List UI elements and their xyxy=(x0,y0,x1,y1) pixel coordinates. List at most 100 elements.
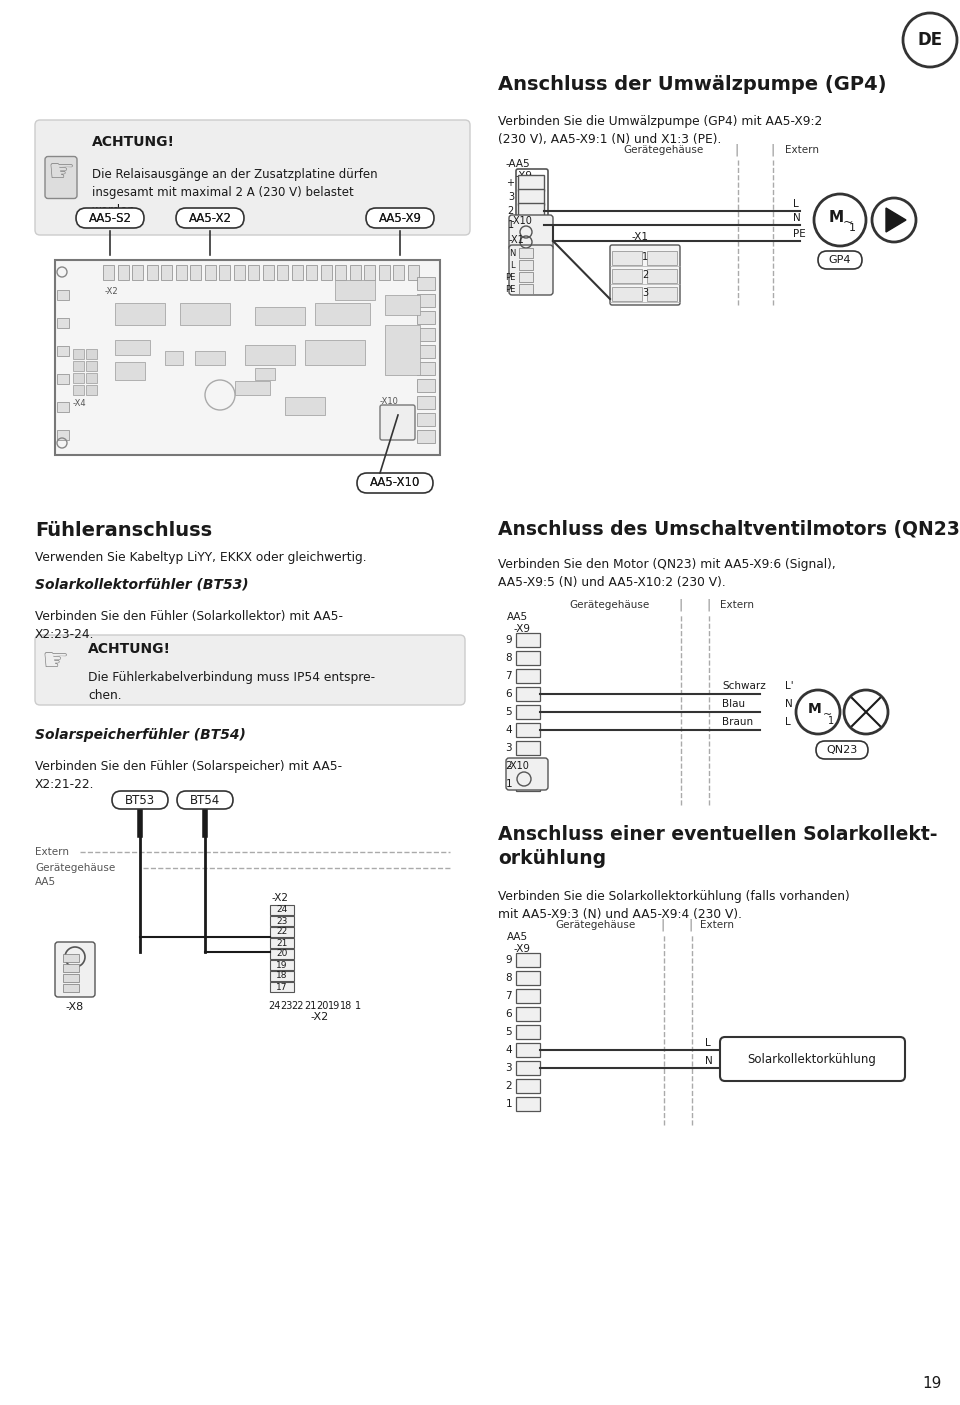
FancyBboxPatch shape xyxy=(35,635,465,705)
Bar xyxy=(516,1043,540,1057)
Bar xyxy=(612,287,642,301)
Text: Blau: Blau xyxy=(722,700,745,710)
Text: AA5: AA5 xyxy=(35,877,56,887)
Bar xyxy=(115,303,165,325)
Text: AA5-X9: AA5-X9 xyxy=(378,212,421,225)
Text: Extern: Extern xyxy=(720,600,754,610)
FancyBboxPatch shape xyxy=(818,251,862,268)
Bar xyxy=(516,759,540,773)
Bar xyxy=(117,266,129,280)
Text: AA5: AA5 xyxy=(507,932,528,941)
Bar xyxy=(612,251,642,266)
Text: Verbinden Sie die Solarkollektorkühlung (falls vorhanden)
mit AA5-X9:3 (N) und A: Verbinden Sie die Solarkollektorkühlung … xyxy=(498,889,850,922)
Text: L': L' xyxy=(785,681,794,691)
Text: 21: 21 xyxy=(303,1000,316,1012)
FancyBboxPatch shape xyxy=(55,941,95,998)
Text: 9: 9 xyxy=(505,635,512,645)
Bar xyxy=(270,971,294,981)
Bar xyxy=(306,266,317,280)
Bar xyxy=(103,266,114,280)
Bar xyxy=(417,346,435,358)
Bar xyxy=(516,971,540,985)
Text: 1: 1 xyxy=(505,778,512,790)
Text: -X8: -X8 xyxy=(66,1002,84,1012)
Bar xyxy=(519,249,533,259)
Bar xyxy=(516,1079,540,1093)
Text: Solarkollektorkühlung: Solarkollektorkühlung xyxy=(748,1052,876,1065)
Text: 1: 1 xyxy=(505,1099,512,1109)
Text: AA5-S2: AA5-S2 xyxy=(88,212,132,225)
Text: 18: 18 xyxy=(276,971,288,981)
Bar xyxy=(270,905,294,915)
Text: AA5-X2: AA5-X2 xyxy=(188,212,231,225)
Text: Fühleranschluss: Fühleranschluss xyxy=(35,520,212,540)
Bar xyxy=(516,1061,540,1075)
Text: 5: 5 xyxy=(505,1027,512,1037)
Text: AA5-S2: AA5-S2 xyxy=(88,212,132,225)
Bar xyxy=(270,927,294,937)
Text: PE: PE xyxy=(793,229,805,239)
Text: Schwarz: Schwarz xyxy=(722,681,766,691)
Text: PE: PE xyxy=(505,273,515,281)
Text: 23: 23 xyxy=(276,916,288,926)
Text: 18: 18 xyxy=(340,1000,352,1012)
Bar xyxy=(305,340,365,365)
Bar xyxy=(516,705,540,719)
Text: -X1: -X1 xyxy=(509,235,525,244)
Bar xyxy=(245,346,295,365)
Text: Verbinden Sie die Umwälzpumpe (GP4) mit AA5-X9:2
(230 V), AA5-X9:1 (N) und X1:3 : Verbinden Sie die Umwälzpumpe (GP4) mit … xyxy=(498,115,823,146)
Text: ACHTUNG!: ACHTUNG! xyxy=(88,642,171,656)
Text: -AA5: -AA5 xyxy=(505,159,530,169)
Bar xyxy=(57,289,69,301)
Text: N: N xyxy=(785,700,793,710)
Polygon shape xyxy=(886,208,906,232)
Text: AA5-X2: AA5-X2 xyxy=(188,212,231,225)
Text: 23: 23 xyxy=(279,1000,292,1012)
FancyBboxPatch shape xyxy=(112,791,168,809)
Bar xyxy=(180,303,230,325)
Bar xyxy=(518,190,544,205)
Text: 1: 1 xyxy=(849,223,855,233)
Text: ~: ~ xyxy=(843,215,853,229)
Bar xyxy=(519,284,533,294)
Bar xyxy=(516,651,540,665)
Bar xyxy=(647,287,677,301)
FancyBboxPatch shape xyxy=(177,791,233,809)
Text: ☞: ☞ xyxy=(47,157,75,187)
Bar xyxy=(86,385,97,395)
Bar xyxy=(647,268,677,282)
Text: -X2: -X2 xyxy=(105,288,119,296)
Bar xyxy=(519,273,533,282)
Text: L: L xyxy=(793,200,799,209)
Bar xyxy=(161,266,172,280)
Bar xyxy=(63,954,79,962)
Bar xyxy=(417,294,435,308)
Text: 9: 9 xyxy=(505,955,512,965)
FancyBboxPatch shape xyxy=(176,208,244,228)
Text: 19: 19 xyxy=(923,1375,942,1391)
Bar xyxy=(349,266,361,280)
Bar xyxy=(73,361,84,371)
Bar xyxy=(270,916,294,926)
Bar xyxy=(516,724,540,738)
Bar xyxy=(176,266,186,280)
Bar xyxy=(248,266,259,280)
Text: N: N xyxy=(509,249,515,257)
Text: 2: 2 xyxy=(505,1080,512,1092)
Bar xyxy=(364,266,375,280)
Text: QN23: QN23 xyxy=(827,745,857,754)
Bar xyxy=(417,311,435,325)
Text: 4: 4 xyxy=(505,725,512,735)
Text: Die Fühlerkabelverbindung muss IP54 entspre-
chen.: Die Fühlerkabelverbindung muss IP54 ents… xyxy=(88,672,375,702)
FancyBboxPatch shape xyxy=(816,740,868,759)
Bar xyxy=(219,266,230,280)
Bar xyxy=(518,176,544,191)
Text: 20: 20 xyxy=(276,950,288,958)
Text: 22: 22 xyxy=(276,927,288,937)
FancyBboxPatch shape xyxy=(509,244,553,295)
Bar xyxy=(292,266,302,280)
Text: M: M xyxy=(828,209,844,225)
Bar xyxy=(516,669,540,683)
Text: 3: 3 xyxy=(505,1064,512,1073)
Bar xyxy=(385,325,420,375)
